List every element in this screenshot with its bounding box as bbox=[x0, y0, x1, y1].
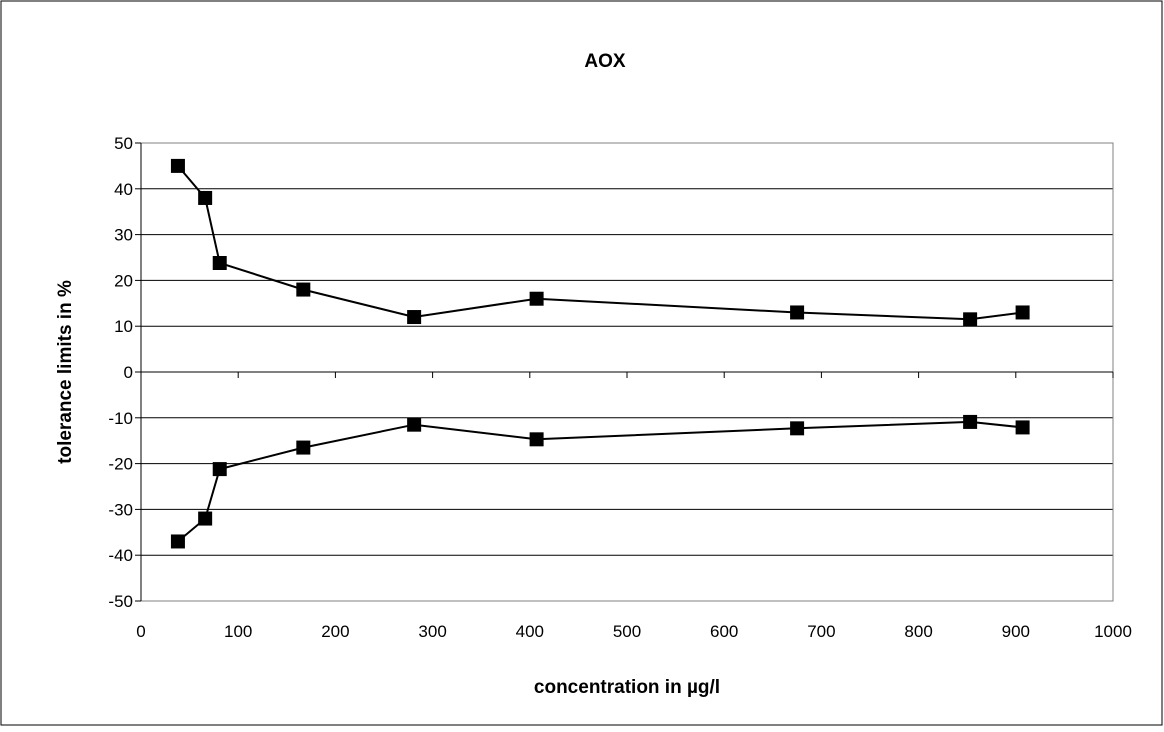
y-tick-label: 10 bbox=[114, 317, 133, 336]
data-point-marker bbox=[790, 421, 805, 436]
y-tick-label: -20 bbox=[108, 455, 133, 474]
data-point-marker bbox=[963, 312, 978, 327]
x-tick-label: 600 bbox=[710, 622, 738, 641]
data-point-marker bbox=[198, 511, 213, 526]
y-tick-label: 20 bbox=[114, 271, 133, 290]
data-point-marker bbox=[790, 305, 805, 320]
x-tick-label: 300 bbox=[418, 622, 446, 641]
y-tick-label: 40 bbox=[114, 180, 133, 199]
x-axis-title: concentration in µg/l bbox=[534, 677, 720, 698]
data-point-marker bbox=[296, 282, 311, 297]
y-tick-label: -30 bbox=[108, 500, 133, 519]
data-point-marker bbox=[529, 291, 544, 306]
y-tick-label: 30 bbox=[114, 226, 133, 245]
data-point-marker bbox=[296, 440, 311, 455]
data-point-marker bbox=[407, 417, 422, 432]
x-tick-label: 200 bbox=[321, 622, 349, 641]
data-point-marker bbox=[170, 158, 185, 173]
x-tick-label: 100 bbox=[224, 622, 252, 641]
axes bbox=[135, 142, 1114, 602]
x-tick-label: 500 bbox=[613, 622, 641, 641]
x-tick-label: 700 bbox=[807, 622, 835, 641]
data-point-marker bbox=[170, 534, 185, 549]
data-point-marker bbox=[1015, 420, 1030, 435]
y-tick-label: -40 bbox=[108, 546, 133, 565]
data-point-marker bbox=[963, 414, 978, 429]
y-tick-label: -50 bbox=[108, 592, 133, 611]
data-point-marker bbox=[407, 310, 422, 325]
data-point-marker bbox=[212, 255, 227, 270]
x-tick-label: 0 bbox=[136, 622, 145, 641]
y-tick-label: -10 bbox=[108, 409, 133, 428]
data-point-marker bbox=[1015, 305, 1030, 320]
data-series bbox=[170, 158, 1030, 549]
data-point-marker bbox=[529, 432, 544, 447]
x-tick-label: 400 bbox=[516, 622, 544, 641]
x-tick-label: 800 bbox=[904, 622, 932, 641]
data-point-marker bbox=[212, 462, 227, 477]
y-tick-label: 0 bbox=[124, 363, 133, 382]
y-tick-label: 50 bbox=[114, 134, 133, 153]
x-tick-label: 1000 bbox=[1094, 622, 1132, 641]
x-tick-label: 900 bbox=[1002, 622, 1030, 641]
y-axis-title: tolerance limits in % bbox=[55, 280, 76, 464]
data-point-marker bbox=[198, 190, 213, 205]
chart-title: AOX bbox=[584, 51, 626, 72]
